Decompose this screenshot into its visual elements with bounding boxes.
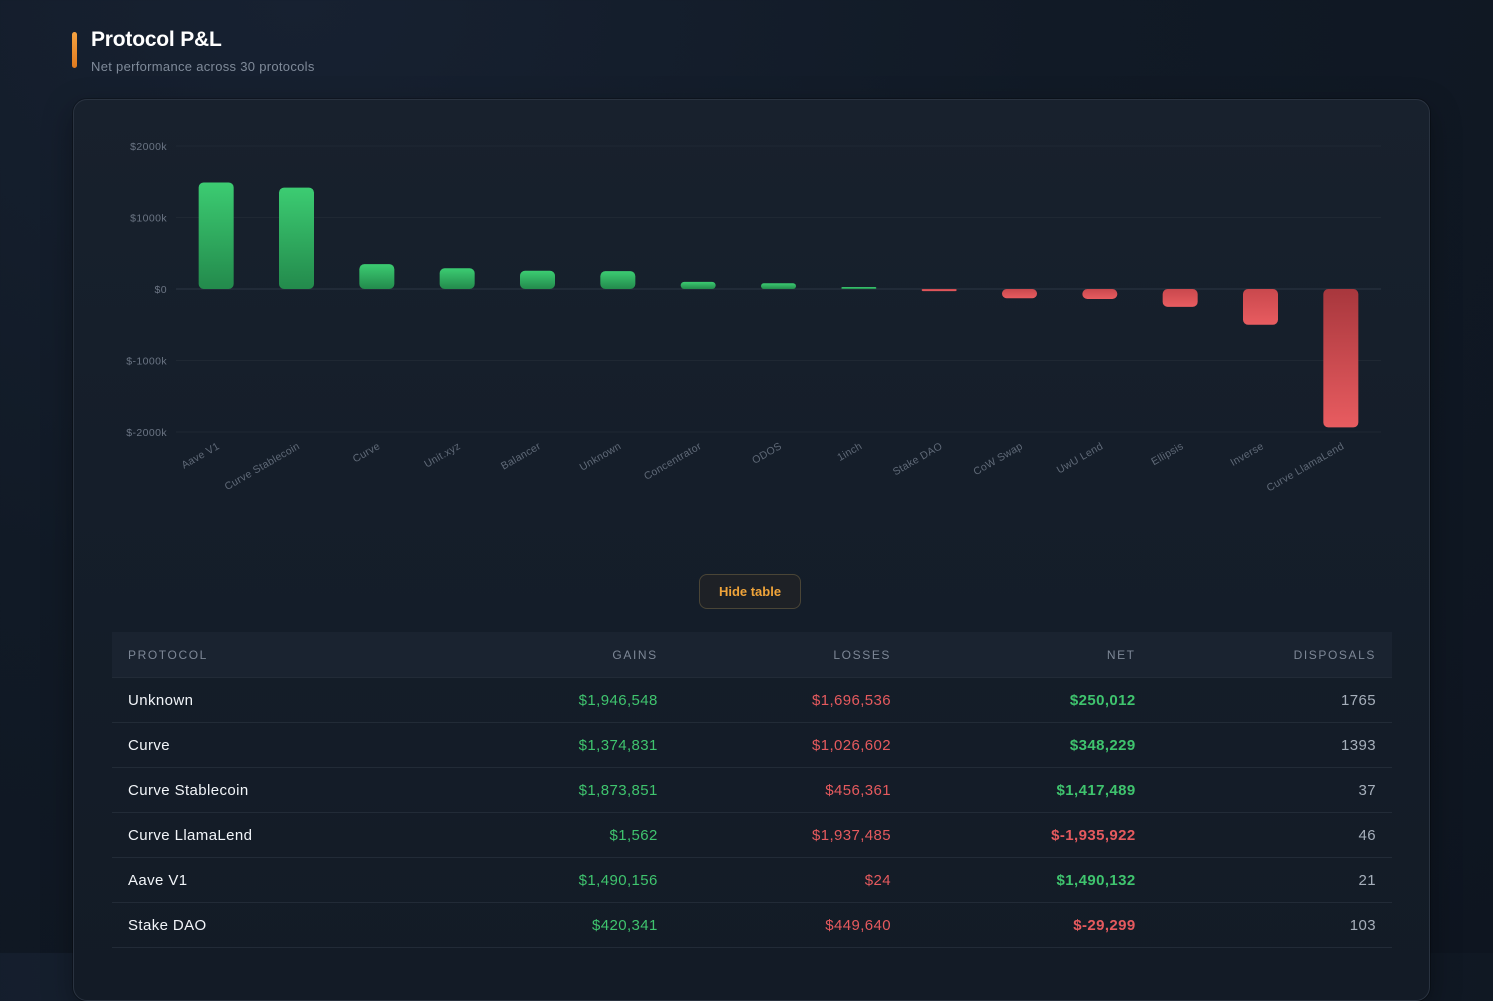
cell-losses: $1,937,485 (673, 812, 908, 858)
page-subtitle: Net performance across 30 protocols (91, 59, 315, 74)
col-header-losses[interactable]: LOSSES (833, 647, 892, 662)
cell-gains: $1,873,851 (440, 767, 674, 813)
chart-bar (359, 264, 395, 289)
chart-bar (1002, 289, 1037, 299)
cell-gains: $1,562 (440, 812, 674, 858)
cell-protocol: Curve Stablecoin (112, 767, 441, 813)
hide-table-button[interactable]: Hide table (699, 574, 801, 609)
table-row[interactable]: Stake DAO $420,341 $449,640 $-29,299 103 (112, 902, 1392, 948)
chart-bar (680, 281, 716, 289)
col-header-net[interactable]: NET (1106, 647, 1136, 662)
chart-bar (1082, 289, 1118, 300)
x-tick-label: Stake DAO (891, 440, 945, 478)
page-title: Protocol P&L (91, 28, 222, 51)
x-tick-label: Curve Stablecoin (223, 440, 302, 493)
cell-protocol: Unknown (112, 677, 441, 723)
cell-disposals: 46 (1151, 812, 1392, 858)
chart-bar (841, 287, 877, 289)
x-tick-label: Unit.xyz (422, 440, 462, 470)
title-accent-bar (72, 32, 77, 68)
x-tick-label: Unknown (578, 440, 624, 473)
cell-losses: $24 (673, 857, 908, 903)
chart-bar (439, 268, 475, 289)
cell-disposals: 1393 (1151, 722, 1392, 768)
cell-protocol: Stake DAO (112, 902, 441, 948)
x-tick-label: Concentrator (642, 440, 704, 483)
pnl-table-container: PROTOCOL GAINS LOSSES NET DISPOSALS Unkn… (112, 632, 1392, 948)
chart-bar (600, 271, 636, 289)
x-tick-label: Inverse (1228, 440, 1266, 469)
cell-net: $1,417,489 (907, 767, 1152, 813)
chart-bar (279, 187, 314, 289)
col-header-protocol[interactable]: PROTOCOL (128, 647, 208, 662)
cell-net: $1,490,132 (907, 857, 1152, 903)
cell-disposals: 21 (1151, 857, 1392, 903)
x-tick-label: Aave V1 (179, 440, 221, 471)
col-header-gains[interactable]: GAINS (612, 647, 658, 662)
cell-net: $-29,299 (907, 902, 1152, 948)
cell-disposals: 37 (1151, 767, 1392, 813)
cell-losses: $456,361 (673, 767, 908, 813)
pnl-card: $2000k $1000k $0 $-1000k $-2000k Aave V1 Curve… (73, 99, 1430, 1001)
table-row[interactable]: Curve $1,374,831 $1,026,602 $348,229 139… (112, 722, 1392, 768)
table-row[interactable]: Aave V1 $1,490,156 $24 $1,490,132 21 (112, 857, 1392, 903)
chart-bar (1162, 289, 1198, 307)
cell-gains: $1,374,831 (440, 722, 674, 768)
cell-net: $250,012 (907, 677, 1152, 723)
cell-losses: $1,026,602 (673, 722, 908, 768)
table-row[interactable]: Curve Stablecoin $1,873,851 $456,361 $1,… (112, 767, 1392, 813)
chart-bar (520, 270, 555, 289)
chart-bar (1323, 289, 1359, 428)
cell-gains: $420,341 (440, 902, 674, 948)
col-header-disposals[interactable]: DISPOSALS (1293, 647, 1376, 662)
cell-protocol: Aave V1 (112, 857, 441, 903)
y-tick-label: $1000k (130, 213, 167, 225)
cell-disposals: 1765 (1151, 677, 1392, 723)
cell-net: $-1,935,922 (907, 812, 1152, 858)
x-tick-label: CoW Swap (971, 440, 1025, 478)
cell-losses: $1,696,536 (673, 677, 908, 723)
x-tick-label: ODOS (750, 440, 784, 466)
table-row[interactable]: Unknown $1,946,548 $1,696,536 $250,012 1… (112, 677, 1392, 723)
x-tick-label: UwU Lend (1055, 440, 1106, 476)
chart-bar (761, 283, 796, 289)
table-header-row: PROTOCOL GAINS LOSSES NET DISPOSALS (112, 632, 1392, 678)
x-tick-label: Curve LlamaLend (1265, 440, 1347, 494)
cell-net: $348,229 (907, 722, 1152, 768)
x-tick-label: Ellipsis (1149, 440, 1185, 468)
chart-bar (921, 289, 957, 292)
table-row[interactable]: Curve LlamaLend $1,562 $1,937,485 $-1,93… (112, 812, 1392, 858)
x-tick-label: Balancer (499, 440, 543, 472)
y-tick-label: $0 (155, 284, 167, 296)
chart-bar (1243, 289, 1278, 325)
cell-protocol: Curve (112, 722, 441, 768)
y-tick-label: $-1000k (126, 356, 167, 368)
x-tick-label: 1inch (835, 440, 864, 464)
chart-bar (198, 182, 234, 289)
x-tick-label: Curve (351, 440, 383, 465)
y-tick-label: $-2000k (126, 427, 167, 439)
cell-protocol: Curve LlamaLend (112, 812, 441, 858)
cell-gains: $1,490,156 (440, 857, 674, 903)
pnl-table: PROTOCOL GAINS LOSSES NET DISPOSALS Unkn… (112, 632, 1392, 948)
cell-disposals: 103 (1151, 902, 1392, 948)
y-tick-label: $2000k (130, 141, 167, 153)
cell-losses: $449,640 (673, 902, 908, 948)
cell-gains: $1,946,548 (440, 677, 674, 723)
